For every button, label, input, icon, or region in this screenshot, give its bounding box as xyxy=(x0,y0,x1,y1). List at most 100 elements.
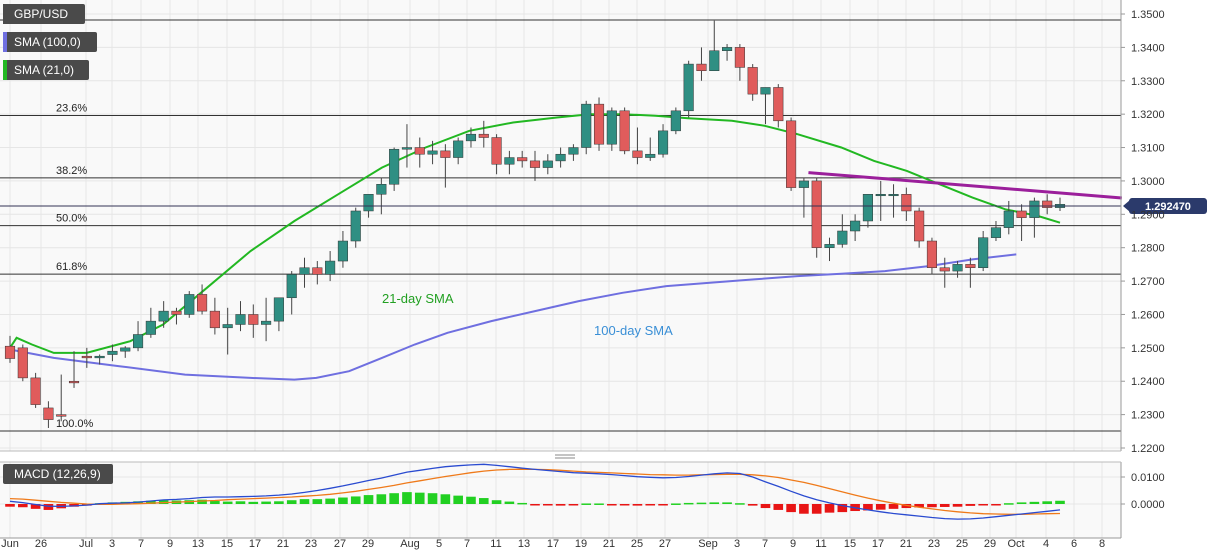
macd-line xyxy=(9,463,1061,520)
x-tick-label: 13 xyxy=(192,538,204,550)
candle xyxy=(824,237,835,262)
x-tick-label: 3 xyxy=(734,538,740,550)
candle xyxy=(901,187,912,221)
candle xyxy=(491,134,502,175)
candle-body xyxy=(529,160,541,168)
macd-histogram-bar xyxy=(1042,501,1052,504)
candle xyxy=(926,237,938,275)
x-tick-label: 19 xyxy=(575,538,587,550)
candle-body xyxy=(926,240,938,268)
sma-21-annotation: 21-day SMA xyxy=(382,291,454,306)
candle xyxy=(158,301,169,328)
candle-body xyxy=(68,380,80,384)
candle xyxy=(465,127,477,148)
candle xyxy=(773,84,784,128)
macd-histogram-bar xyxy=(722,502,732,504)
candle xyxy=(696,47,707,81)
candle-body xyxy=(312,267,323,275)
candle-body xyxy=(491,137,502,165)
candle xyxy=(427,140,438,165)
candle xyxy=(837,214,848,248)
panel-splitter[interactable] xyxy=(555,454,575,459)
candle xyxy=(888,184,899,218)
candle-body xyxy=(81,355,92,359)
legend-swatch xyxy=(3,4,7,24)
candle xyxy=(184,291,195,318)
x-tick-label: 23 xyxy=(928,538,940,550)
fib-label: 50.0% xyxy=(56,213,87,225)
candle xyxy=(952,261,963,278)
candle-body xyxy=(798,180,809,188)
candle-body xyxy=(670,110,681,132)
macd-histogram-bar xyxy=(735,503,745,505)
macd-histogram-bar xyxy=(914,504,924,508)
moving-averages xyxy=(9,113,1061,381)
legend-item: SMA (21,0) xyxy=(3,60,89,80)
legend-box xyxy=(3,60,89,80)
x-tick-label: 11 xyxy=(815,538,826,550)
candle xyxy=(645,137,656,161)
candle xyxy=(17,344,28,382)
macd-histogram-bar xyxy=(466,496,476,504)
macd-histogram-bar xyxy=(863,504,873,511)
x-tick-label: 5 xyxy=(436,538,442,550)
macd-histogram-bar xyxy=(799,504,809,514)
x-tick-label: 17 xyxy=(872,538,884,550)
candle xyxy=(43,401,54,428)
candle-body xyxy=(299,267,310,275)
candle xyxy=(1029,197,1040,238)
candle xyxy=(760,87,771,125)
candle xyxy=(389,147,400,191)
candle-body xyxy=(273,297,284,322)
candle-body xyxy=(158,310,169,322)
x-tick-label: 11 xyxy=(490,538,501,550)
candle xyxy=(914,207,925,248)
candle-body xyxy=(184,294,195,315)
candle-body xyxy=(171,310,182,315)
candle-body xyxy=(811,180,822,248)
y-tick-label: 1.2500 xyxy=(1131,343,1165,355)
candle-body xyxy=(1042,200,1053,208)
y-tick-label: 1.2600 xyxy=(1131,309,1165,321)
legend: GBP/USD SMA (100,0) SMA (21,0) MACD (12,26,… xyxy=(3,4,113,484)
legend-item: GBP/USD xyxy=(3,4,85,24)
resistance-trendline xyxy=(808,171,1122,200)
x-tick-label: Aug xyxy=(400,538,420,550)
x-tick-label: 29 xyxy=(362,538,374,550)
fib-label: 38.2% xyxy=(56,165,87,177)
macd-histogram-bar xyxy=(30,504,41,509)
candle-body xyxy=(4,345,16,359)
x-tick-label: Oct xyxy=(1007,538,1024,550)
y-tick-label: 1.3400 xyxy=(1131,42,1165,54)
candle xyxy=(401,124,413,168)
x-tick-label: 21 xyxy=(277,538,289,550)
x-tick-label: 7 xyxy=(464,538,470,550)
x-tick-label: 13 xyxy=(518,538,530,550)
x-tick-label: 4 xyxy=(1043,538,1049,550)
candle-body xyxy=(261,320,272,325)
candle-body xyxy=(427,150,438,155)
legend-box xyxy=(3,4,85,24)
macd-histogram-bar xyxy=(5,504,15,507)
candle-body xyxy=(107,350,118,355)
x-tick-label: 7 xyxy=(138,538,144,550)
current-price-tag-arrow xyxy=(1123,200,1130,213)
candle-body xyxy=(734,47,745,68)
candle xyxy=(453,137,464,165)
macd-histogram-bar xyxy=(146,500,156,504)
x-tick-label: 15 xyxy=(844,538,856,550)
legend-swatch xyxy=(3,32,7,52)
candle xyxy=(990,220,1002,242)
x-tick-label: 15 xyxy=(221,538,233,550)
x-tick-label: Jun xyxy=(1,538,19,550)
macd-histogram-bar xyxy=(222,501,233,504)
candle xyxy=(862,194,873,228)
macd-histogram-bar xyxy=(363,495,374,504)
candle-body xyxy=(542,160,553,168)
macd-histogram-bar xyxy=(299,499,310,504)
x-tick-label: 17 xyxy=(249,538,261,550)
y-tick-label: 1.3300 xyxy=(1131,76,1165,88)
macd-histogram-bar xyxy=(197,499,207,504)
candle-body xyxy=(248,314,259,325)
candle-body xyxy=(1003,210,1014,228)
